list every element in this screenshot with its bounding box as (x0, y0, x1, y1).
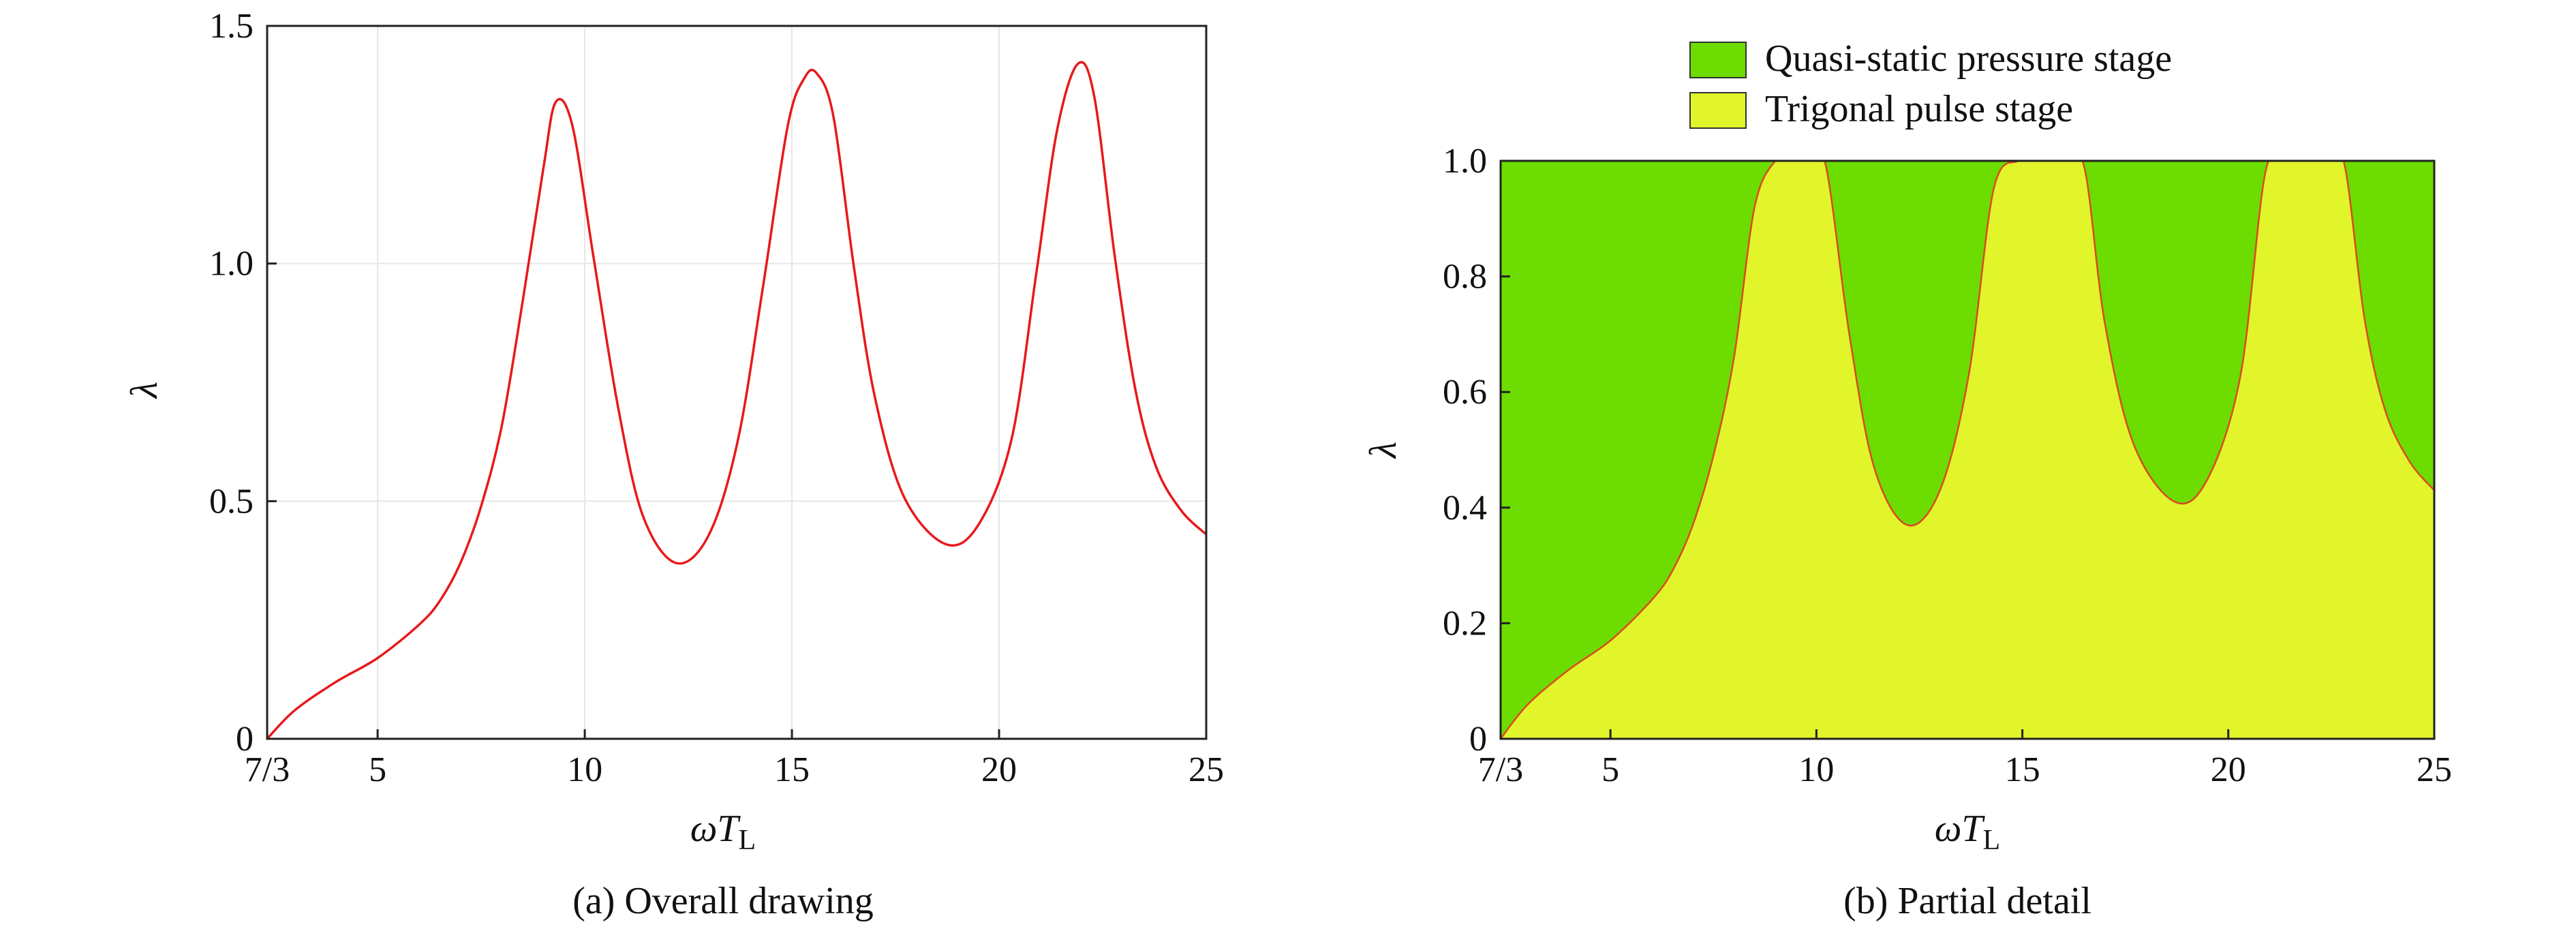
panel-a-plot-frame (266, 25, 1208, 740)
panel-b-y-tick-label-3: 0.6 (1443, 373, 1487, 412)
panel-b-caption: (b) Partial detail (1843, 880, 2091, 922)
legend-label-trigonal-pulse: Trigonal pulse stage (1765, 88, 2073, 130)
panel-a-x-ticks: 7/3 5 10 15 20 25 (245, 729, 1224, 789)
panel-a-x-tick-label-3: 15 (774, 750, 810, 789)
panel-a-x-tick-label-2: 10 (567, 750, 602, 789)
panel-a-x-tick-label-0: 7/3 (245, 750, 290, 789)
panel-a-grid (267, 26, 1206, 739)
panel-b-y-tick-label-2: 0.4 (1443, 489, 1487, 528)
panel-b-y-tick-label-0: 0 (1469, 720, 1487, 759)
panel-b: 7/3 5 10 15 20 25 0 0.2 0.4 0.6 0.8 1.0 ωTL λ (b) … (1362, 37, 2452, 922)
panel-b-x-tick-label-3: 15 (2005, 750, 2040, 789)
panel-a-lambda-line (266, 61, 1208, 740)
panel-b-x-ticks: 7/3 5 10 15 20 25 (1478, 729, 2452, 789)
legend-swatch-quasi-static (1689, 42, 1747, 78)
panel-a-y-tick-label-2: 1.0 (209, 245, 254, 284)
panel-b-trigonal-pulse-region (1501, 161, 2434, 739)
panel-a-y-axis-label: λ (123, 382, 166, 399)
panel-b-x-axis-main: ωT (1935, 808, 1986, 850)
panel-b-x-axis-label: ωTL (1935, 808, 2000, 856)
panel-b-y-tick-label-5: 1.0 (1443, 142, 1487, 181)
panel-a-y-tick-label-1: 0.5 (209, 482, 254, 521)
panel-a-y-ticks: 0 0.5 1.0 1.5 (209, 7, 277, 759)
panel-a: 7/3 5 10 15 20 25 0 0.5 1.0 1.5 ωTL λ (a) Overal… (123, 7, 1224, 922)
panel-a-x-axis-label: ωTL (690, 808, 756, 856)
panel-b-x-tick-label-5: 25 (2417, 750, 2452, 789)
legend-swatch-trigonal-pulse (1689, 92, 1747, 129)
panel-b-x-tick-label-4: 20 (2211, 750, 2246, 789)
panel-a-x-tick-label-1: 5 (369, 750, 386, 789)
panel-b-y-tick-label-1: 0.2 (1443, 604, 1487, 643)
panel-b-legend: Quasi-static pressure stage Trigonal pul… (1689, 37, 2172, 130)
panel-b-y-axis-label: λ (1362, 442, 1405, 459)
panel-a-x-tick-label-5: 25 (1189, 750, 1224, 789)
panel-a-caption: (a) Overall drawing (572, 880, 874, 922)
panel-b-x-tick-label-1: 5 (1601, 750, 1619, 789)
panel-a-x-axis-subscript: L (739, 825, 756, 856)
panel-a-y-tick-label-0: 0 (236, 720, 254, 759)
panel-a-y-tick-label-3: 1.5 (209, 7, 254, 46)
panel-b-boundary-line (1501, 161, 2434, 739)
panel-b-y-tick-label-4: 0.8 (1443, 258, 1487, 296)
panel-a-x-axis-main: ωT (690, 808, 741, 850)
panel-b-plot-frame (1499, 159, 2436, 740)
panel-b-x-axis-subscript: L (1983, 825, 2001, 856)
panel-b-x-tick-label-2: 10 (1798, 750, 1834, 789)
panel-b-x-tick-label-0: 7/3 (1478, 750, 1523, 789)
panel-a-x-tick-label-4: 20 (981, 750, 1017, 789)
panel-b-y-ticks: 0 0.2 0.4 0.6 0.8 1.0 (1443, 142, 1510, 759)
legend-label-quasi-static: Quasi-static pressure stage (1765, 37, 2172, 80)
